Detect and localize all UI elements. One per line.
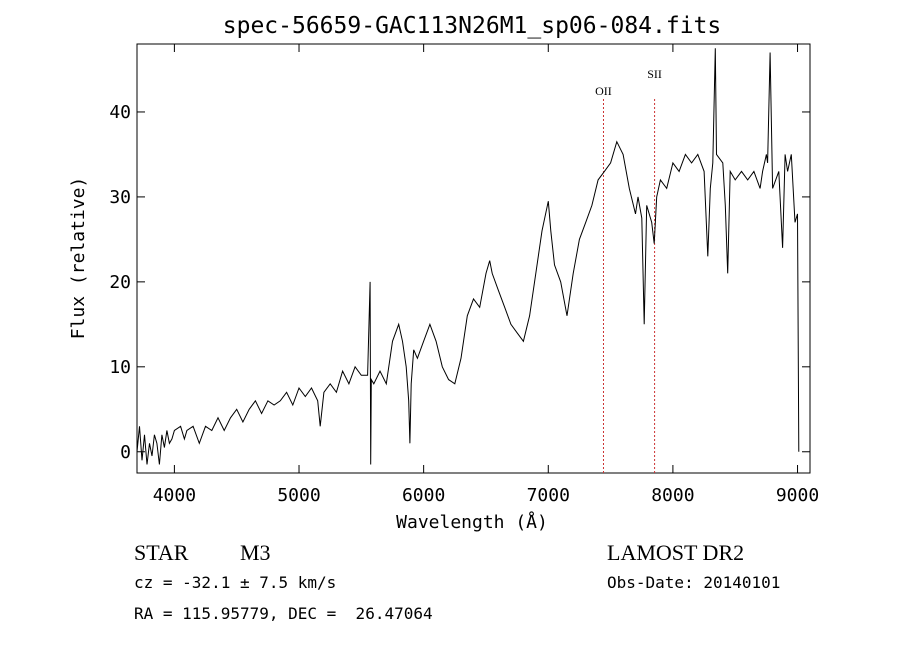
- cz-value: cz = -32.1 ± 7.5 km/s: [134, 573, 336, 592]
- survey-name: LAMOST DR2: [607, 540, 744, 565]
- y-axis-label: Flux (relative): [68, 177, 89, 340]
- x-tick-label: 7000: [527, 485, 570, 506]
- line-markers: OII SII: [595, 67, 662, 473]
- x-tick-label: 4000: [153, 485, 196, 506]
- plot-frame: [136, 43, 811, 474]
- line-marker-label: SII: [647, 67, 662, 81]
- y-tick-label: 30: [109, 187, 131, 208]
- chart-title: spec-56659-GAC113N26M1_sp06-084.fits: [223, 13, 722, 39]
- object-class: STAR: [134, 540, 189, 565]
- y-tick-label: 10: [109, 357, 131, 378]
- y-tick-label: 20: [109, 272, 131, 293]
- obs-date: Obs-Date: 20140101: [607, 573, 780, 592]
- y-tick-label: 0: [120, 442, 131, 463]
- x-tick-label: 5000: [277, 485, 320, 506]
- x-axis-label: Wavelength (Å): [396, 511, 548, 533]
- x-axis: 4000 5000 6000 7000 8000 9000: [153, 44, 819, 506]
- object-subclass: M3: [240, 540, 271, 565]
- y-tick-label: 40: [109, 102, 131, 123]
- line-marker-label: OII: [595, 84, 612, 98]
- x-tick-label: 6000: [402, 485, 445, 506]
- spectrum-line: [136, 48, 800, 465]
- x-tick-label: 8000: [651, 485, 694, 506]
- y-axis: 0 10 20 30 40: [109, 102, 810, 463]
- x-tick-label: 9000: [776, 485, 819, 506]
- coordinates: RA = 115.95779, DEC = 26.47064: [134, 604, 433, 623]
